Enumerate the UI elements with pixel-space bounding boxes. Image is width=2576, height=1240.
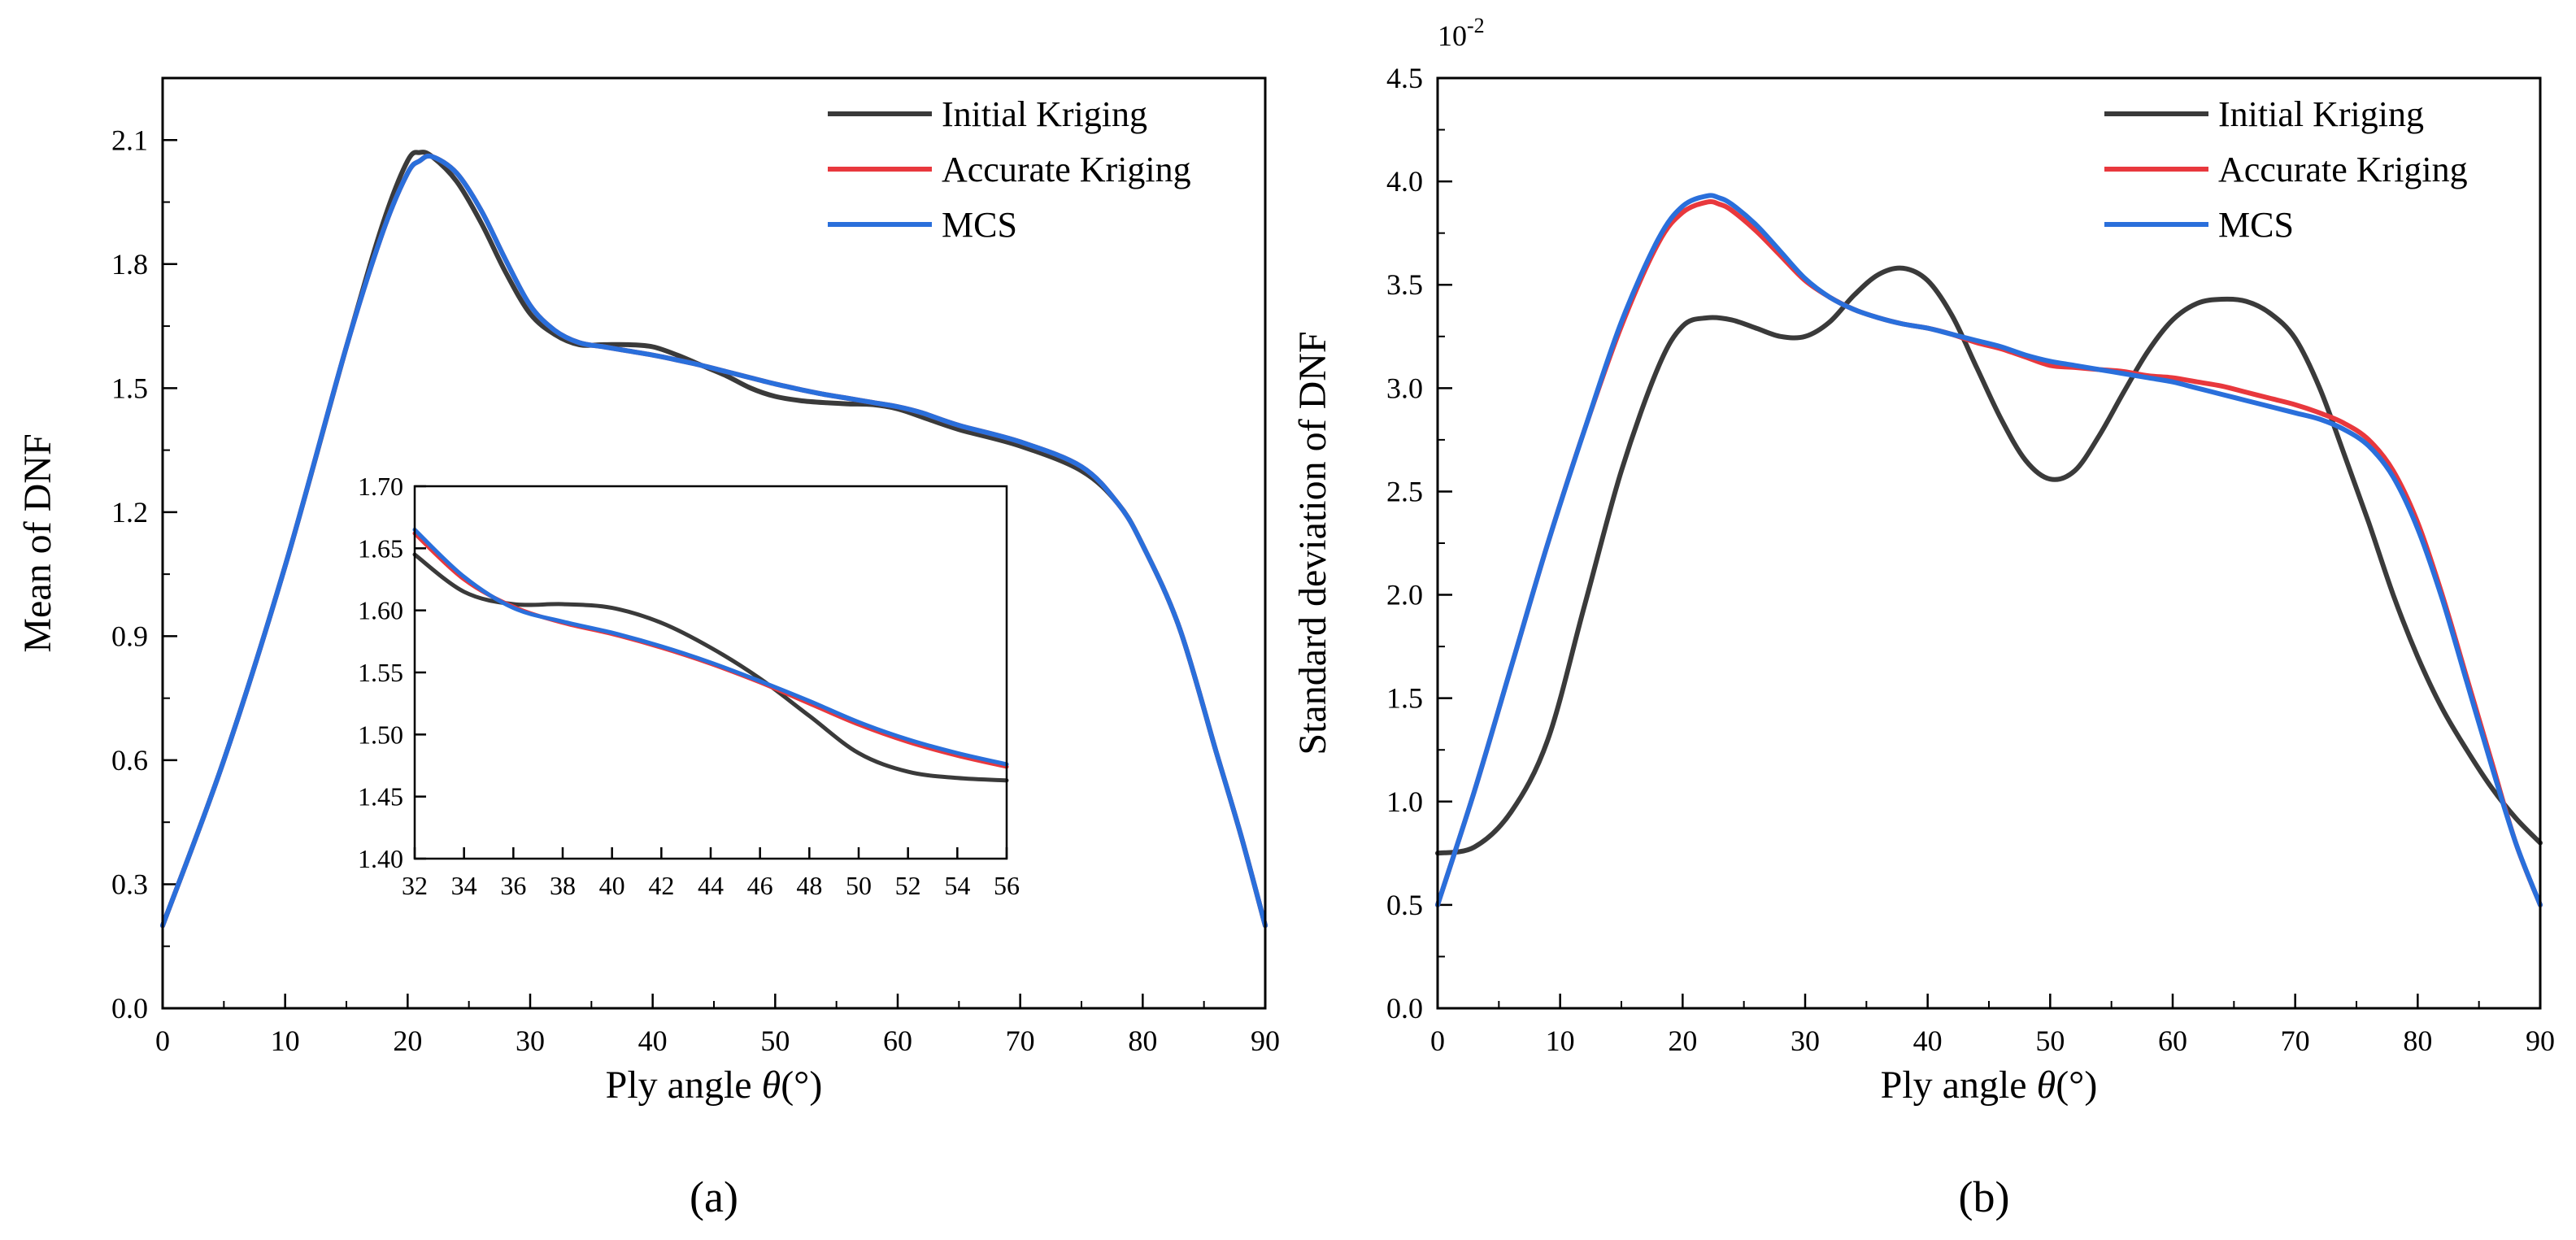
panel-a-y-tick-label: 2.1 [111, 124, 148, 156]
panel-b-x-tick-label: 80 [2403, 1025, 2432, 1057]
legend-b-label-initial-kriging: Initial Kriging [2218, 94, 2424, 134]
panel-a-y-tick-labels: 0.0 0.3 0.6 0.9 1.2 1.5 1.8 2.1 [111, 124, 148, 1025]
panel-b-x-tick-label: 50 [2035, 1025, 2065, 1057]
panel-a-frame [161, 76, 1267, 1010]
inset-x-tick-label: 52 [895, 871, 921, 900]
inset-y-tick-label: 1.55 [358, 658, 403, 687]
panel-b-caption: (b) [1959, 1173, 2010, 1221]
legend-b-label-accurate-kriging: Accurate Kriging [2218, 150, 2468, 189]
panel-a-x-tick-label: 30 [516, 1025, 545, 1057]
panel-b-y-tick-label: 1.0 [1386, 785, 1423, 818]
inset-frame [413, 485, 1008, 860]
panel-a-x-tick-label: 80 [1128, 1025, 1157, 1057]
panel-a-legend: Initial Kriging Accurate Kriging MCS [828, 94, 1191, 245]
inset-x-tick-label: 40 [599, 871, 625, 900]
inset-series-initial-kriging [412, 552, 1009, 783]
panel-b-y-tick-label: 0.0 [1386, 992, 1423, 1025]
legend-a-label-mcs: MCS [942, 205, 1017, 245]
panel-b-y-axis-label: Standard deviation of DNF [1291, 331, 1334, 755]
panel-a-y-axis-label: Mean of DNF [16, 433, 59, 652]
inset-x-tick-label: 54 [944, 871, 970, 900]
inset-y-tick-label: 1.70 [358, 472, 403, 501]
panel-a-y-tick-label: 0.3 [111, 868, 148, 900]
panel-a-y-tick-label: 0.9 [111, 620, 148, 652]
inset-series [412, 527, 1009, 783]
inset-series-mcs [412, 527, 1009, 767]
panel-a-x-tick-label: 10 [271, 1025, 300, 1057]
panel-b-y-tick-labels: 0.0 0.5 1.0 1.5 2.0 2.5 3.0 3.5 4.0 4.5 [1386, 62, 1423, 1025]
panel-b-series [1435, 193, 2543, 907]
panel-b-x-tick-label: 40 [1913, 1025, 1943, 1057]
panel-a-y-tick-label: 1.8 [111, 248, 148, 281]
panel-b-x-tick-label: 70 [2281, 1025, 2310, 1057]
panel-a-series-mcs [160, 153, 1268, 929]
panel-a-y-tick-label: 1.5 [111, 372, 148, 404]
panel-b-y-tick-label: 3.0 [1386, 372, 1423, 404]
panel-a-y-tick-label: 0.6 [111, 744, 148, 777]
panel-a-x-tick-label: 90 [1251, 1025, 1280, 1057]
panel-b-x-tick-label: 10 [1546, 1025, 1575, 1057]
inset-x-tick-label: 42 [648, 871, 674, 900]
panel-b-y-tick-label: 4.5 [1386, 62, 1423, 94]
panel-a-x-tick-label: 40 [638, 1025, 668, 1057]
panel-a-caption: (a) [690, 1173, 738, 1221]
panel-b: 0 10 20 30 40 50 60 70 80 90 0.0 0.5 1.0 1.5 2.0 2.5 3.… [1291, 14, 2555, 1221]
panel-b-y-tick-label: 2.0 [1386, 579, 1423, 611]
inset-background [415, 486, 1007, 859]
panel-b-frame [1436, 76, 2542, 1010]
panel-b-legend: Initial Kriging Accurate Kriging MCS [2104, 94, 2468, 245]
panel-a-x-tick-label: 60 [883, 1025, 912, 1057]
panel-b-series-mcs [1435, 193, 2543, 907]
panel-a-x-tick-label: 0 [155, 1025, 170, 1057]
inset-x-tick-label: 50 [846, 871, 872, 900]
panel-b-x-tick-label: 60 [2158, 1025, 2187, 1057]
inset-x-tick-label: 38 [550, 871, 576, 900]
panel-a-series [160, 150, 1268, 929]
inset-y-tick-labels: 1.40 1.45 1.50 1.55 1.60 1.65 1.70 [358, 472, 403, 873]
inset-y-tick-label: 1.60 [358, 596, 403, 625]
inset-y-tick-label: 1.40 [358, 844, 403, 873]
panel-b-x-tick-label: 20 [1668, 1025, 1697, 1057]
panel-b-x-tick-labels: 0 10 20 30 40 50 60 70 80 90 [1430, 1025, 2555, 1057]
legend-a-label-accurate-kriging: Accurate Kriging [942, 150, 1191, 189]
inset-y-tick-label: 1.45 [358, 782, 403, 811]
inset-x-tick-label: 44 [698, 871, 724, 900]
panel-a-x-tick-label: 50 [760, 1025, 790, 1057]
panel-b-y-tick-label: 4.0 [1386, 165, 1423, 198]
panel-a-inset: 32 34 36 38 40 42 44 46 48 50 52 54 56 1.401.451.501… [358, 472, 1020, 900]
panel-a-x-tick-label: 70 [1006, 1025, 1035, 1057]
inset-x-tick-labels: 32 34 36 38 40 42 44 46 48 50 52 54 56 [402, 871, 1020, 900]
panel-a: 0 10 20 30 40 50 60 70 80 90 0.0 0.3 0.6 0.9 1.2 1.5 1.… [16, 76, 1280, 1221]
inset-y-tick-label: 1.50 [358, 720, 403, 749]
inset-y-tick-label: 1.65 [358, 533, 403, 563]
panel-a-x-tick-labels: 0 10 20 30 40 50 60 70 80 90 [155, 1025, 1280, 1057]
panel-a-x-tick-label: 20 [393, 1025, 422, 1057]
panel-b-y-tick-label: 0.5 [1386, 889, 1423, 921]
panel-b-x-tick-label: 90 [2526, 1025, 2555, 1057]
inset-x-tick-label: 34 [451, 871, 477, 900]
legend-a-label-initial-kriging: Initial Kriging [942, 94, 1147, 134]
inset-x-tick-label: 32 [402, 871, 428, 900]
panel-b-y-exponent: 10-2 [1438, 14, 1485, 52]
panel-b-x-tick-label: 30 [1791, 1025, 1820, 1057]
panel-b-x-axis-label: Ply angle θ(°) [1881, 1064, 2098, 1107]
inset-x-tick-label: 46 [747, 871, 773, 900]
panel-b-series-initial-kriging [1435, 265, 2543, 856]
inset-x-tick-label: 56 [994, 871, 1020, 900]
inset-x-tick-label: 36 [500, 871, 526, 900]
panel-b-y-tick-label: 1.5 [1386, 682, 1423, 715]
panel-a-y-tick-label: 0.0 [111, 992, 148, 1025]
inset-x-tick-label: 48 [796, 871, 822, 900]
panel-b-y-tick-label: 2.5 [1386, 475, 1423, 507]
panel-a-x-axis-label: Ply angle θ(°) [606, 1064, 823, 1107]
panel-a-y-tick-label: 1.2 [111, 496, 148, 529]
legend-b-label-mcs: MCS [2218, 205, 2294, 245]
panel-b-x-tick-label: 0 [1430, 1025, 1445, 1057]
panel-b-y-tick-label: 3.5 [1386, 268, 1423, 301]
